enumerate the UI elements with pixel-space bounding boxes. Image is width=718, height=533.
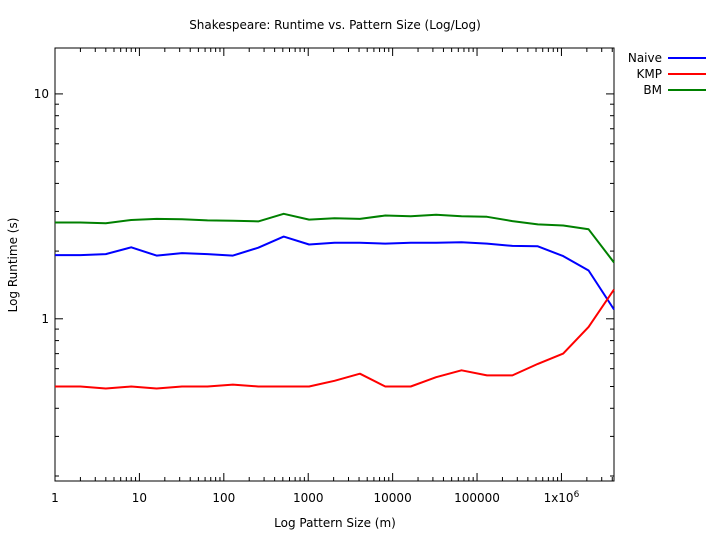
- y-tick-label: 1: [41, 312, 49, 326]
- x-tick-label: 1: [51, 491, 59, 505]
- y-axis-ticks: 1 10: [34, 87, 614, 477]
- x-tick-label: 100000: [454, 491, 500, 505]
- legend-label: KMP: [637, 67, 662, 81]
- x-tick-label: 100: [212, 491, 235, 505]
- x-tick-label: 10000: [374, 491, 412, 505]
- legend: Naive KMP BM: [628, 51, 706, 97]
- x-tick-label: 1x106: [544, 490, 580, 505]
- y-axis-label: Log Runtime (s): [6, 218, 20, 313]
- legend-label: BM: [643, 83, 662, 97]
- x-tick-label: 10: [132, 491, 147, 505]
- series-line-bm: [55, 212, 615, 264]
- series-line-kmp: [55, 288, 615, 390]
- x-axis-ticks: 1 10 100 1000 10000 100000 1x106: [51, 48, 613, 505]
- chart-title: Shakespeare: Runtime vs. Pattern Size (L…: [189, 18, 481, 32]
- x-tick-label: 1000: [293, 491, 324, 505]
- series-lines: [55, 212, 615, 390]
- plot-border: [54, 47, 615, 482]
- y-tick-label: 10: [34, 87, 49, 101]
- plot-area: [54, 47, 615, 482]
- x-axis-label: Log Pattern Size (m): [274, 516, 396, 530]
- legend-label: Naive: [628, 51, 662, 65]
- series-line-naive: [55, 235, 615, 311]
